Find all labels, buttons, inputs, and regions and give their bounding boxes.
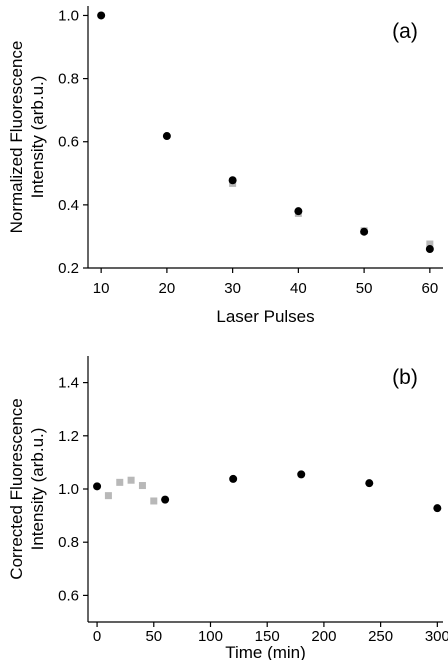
chart-a-y-tick-label: 0.8 — [58, 71, 79, 88]
chart-a-y-tick-label: 0.2 — [58, 260, 79, 277]
chart-b-square-point — [138, 482, 146, 490]
chart-b-square-point — [127, 476, 135, 484]
chart-b-x-tick-label: 50 — [145, 628, 162, 645]
chart-b-x-tick-label: 0 — [93, 628, 101, 645]
chart-b-x-tick-label: 100 — [198, 628, 223, 645]
chart-a-circle-point — [360, 227, 369, 236]
chart-a-x-tick-label: 40 — [290, 280, 307, 297]
chart-b-y-tick-label: 1.0 — [58, 481, 79, 498]
chart-b-panel-label: (b) — [392, 366, 418, 389]
chart-a-circle-point — [162, 132, 171, 141]
chart-a-circle-point — [228, 176, 237, 185]
chart-a-circle-point — [294, 207, 303, 216]
chart-b-x-tick-label: 300 — [425, 628, 448, 645]
chart-a-panel-label: (a) — [392, 20, 418, 43]
chart-b-y-tick-label: 0.8 — [58, 534, 79, 551]
chart-a-y-axis-label-line: Normalized Fluorescence — [7, 41, 26, 234]
chart-a-y-tick-label: 0.4 — [58, 197, 79, 214]
chart-a-y-tick-label: 1.0 — [58, 7, 79, 24]
chart-a-x-tick-label: 30 — [224, 280, 241, 297]
chart-b-x-tick-label: 250 — [368, 628, 393, 645]
chart-b-circle-point — [365, 479, 374, 488]
chart-a-x-axis-label: Laser Pulses — [216, 307, 314, 326]
chart-b-x-tick-label: 150 — [255, 628, 280, 645]
chart-b-square-point — [116, 478, 124, 486]
chart-a-x-tick-label: 10 — [93, 280, 110, 297]
chart-b-y-axis-label-line: Corrected Fluorescence — [7, 398, 26, 579]
chart-a-y-tick-label: 0.6 — [58, 134, 79, 151]
chart-b-y-tick-label: 1.2 — [58, 428, 79, 445]
chart-b-circle-point — [229, 474, 238, 483]
chart-a-x-tick-label: 50 — [356, 280, 373, 297]
chart-a-circle-point — [425, 245, 434, 254]
chart-a-x-tick-label: 20 — [159, 280, 176, 297]
chart-b-y-axis-label-line: Intensity (arb.u.) — [28, 428, 47, 551]
chart-b-circle-point — [161, 495, 170, 504]
chart-b-circle-point — [433, 504, 442, 513]
chart-b-square-point — [104, 492, 112, 500]
chart-a-x-tick-label: 60 — [422, 280, 439, 297]
chart-a-circle-point — [97, 11, 106, 20]
chart-b-x-axis-label: Time (min) — [225, 643, 306, 660]
chart-b-square-point — [150, 497, 158, 505]
chart-b-circle-point — [93, 482, 102, 491]
chart-b-circle-point — [297, 470, 306, 479]
chart-a-y-axis-label-line: Intensity (arb.u.) — [28, 76, 47, 199]
chart-a: 10 20 30 40 50 60 0.2 0.4 0.6 0.8 1.0 Laser Pulses N… — [7, 6, 443, 326]
chart-b-x-tick-label: 200 — [311, 628, 336, 645]
chart-b: 0 50 100 150 200 250 300 0.6 0.8 1.0 1.2 1.4 Time (m… — [7, 356, 448, 660]
chart-b-y-tick-label: 0.6 — [58, 587, 79, 604]
chart-b-y-tick-label: 1.4 — [58, 375, 79, 392]
chart-a-square-point — [426, 240, 434, 248]
